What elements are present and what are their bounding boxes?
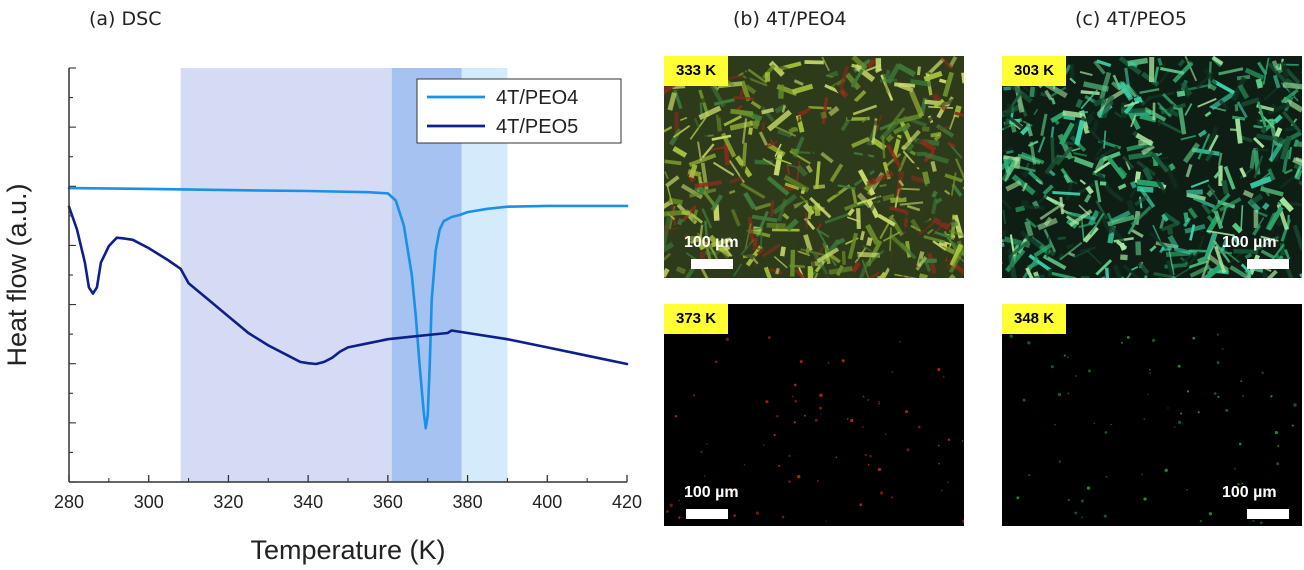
x-tick-label: 420 [612, 492, 642, 512]
x-tick-label: 320 [213, 492, 243, 512]
panel-b-title: (b) 4T/PEO4 [733, 8, 847, 30]
temperature-badge: 333 K [664, 56, 729, 86]
micrograph-4T-PEO5-crystalline: 303 K 100 µm [1002, 56, 1302, 278]
scale-bar-label: 100 µm [684, 234, 739, 251]
series-lines [67, 186, 629, 430]
temperature-badge: 303 K [1002, 56, 1067, 86]
micrograph-texture [1002, 56, 1302, 278]
series-line-1 [67, 186, 629, 430]
legend: 4T/PEO4 4T/PEO5 [416, 78, 622, 144]
panel-a-title: (a) DSC [89, 8, 162, 30]
dsc-chart: 280 300 320 340 360 380 400 420 4T/PEO44T/PEO5 … [2, 67, 642, 565]
scale-bar [1247, 259, 1289, 269]
x-axis-label: Temperature (K) [250, 535, 445, 565]
axis-ticks: 280 300 320 340 360 380 400 420 [54, 67, 642, 512]
temperature-badge: 373 K [664, 304, 729, 334]
series-line-2 [67, 205, 629, 366]
scale-bar-label: 100 µm [684, 484, 739, 501]
scale-bar [1247, 509, 1289, 519]
x-tick-label: 360 [373, 492, 403, 512]
micrograph-4T-PEO4-melt: 373 K 100 µm [664, 304, 964, 526]
y-axis-label: Heat flow (a.u.) [2, 183, 32, 366]
legend-box [416, 78, 622, 144]
micrograph-texture [664, 304, 964, 526]
micrograph-texture [1002, 304, 1302, 526]
scale-bar-label: 100 µm [1222, 234, 1277, 251]
micrograph-4T-PEO5-melt: 348 K 100 µm [1002, 304, 1302, 526]
x-tick-label: 400 [532, 492, 562, 512]
temperature-badge: 348 K [1002, 304, 1067, 334]
legend-label-1: 4T/PEO4 [496, 87, 578, 109]
x-tick-label: 340 [293, 492, 323, 512]
scale-bar [686, 509, 728, 519]
panel-c-title: (c) 4T/PEO5 [1075, 8, 1187, 30]
legend-label-2: 4T/PEO5 [496, 116, 578, 138]
x-tick-label: 380 [453, 492, 483, 512]
scale-bar-label: 100 µm [1222, 484, 1277, 501]
x-tick-label: 300 [134, 492, 164, 512]
scale-bar [691, 259, 733, 269]
micrograph-texture [664, 56, 964, 278]
micrograph-4T-PEO4-crystalline: 333 K 100 µm [664, 56, 964, 278]
x-tick-label: 280 [54, 492, 84, 512]
